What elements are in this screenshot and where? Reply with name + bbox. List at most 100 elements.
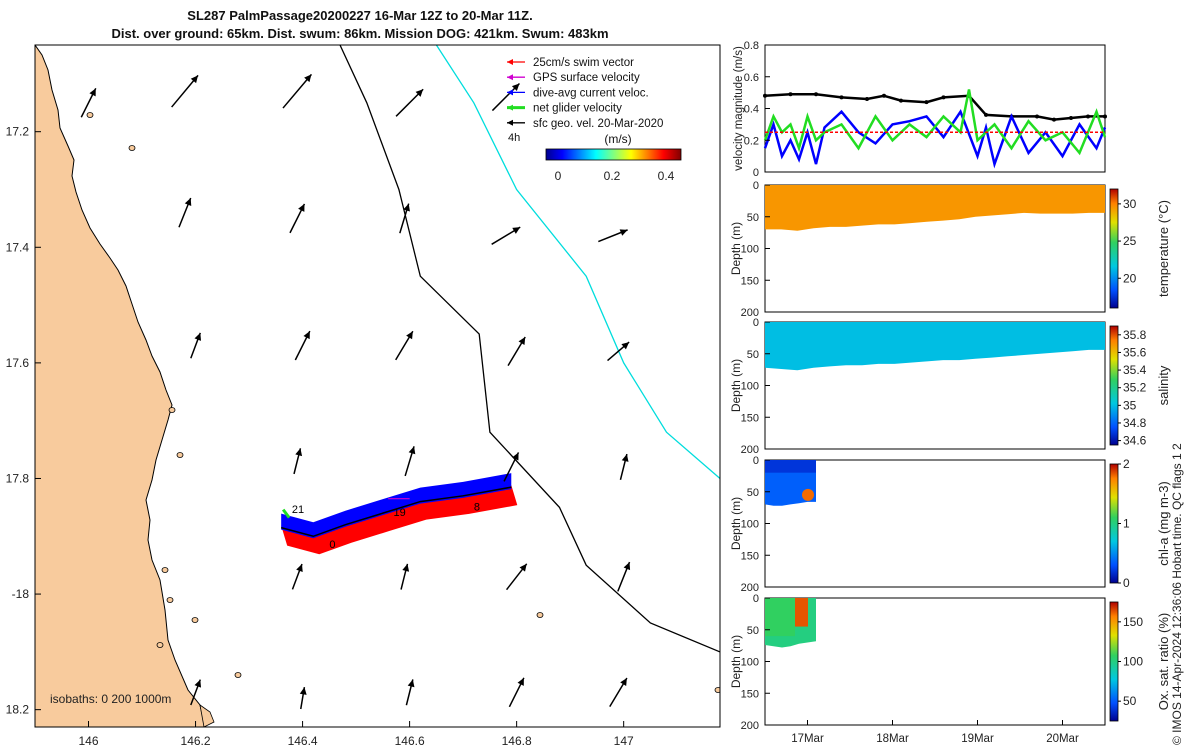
salinity-colorbar-tick-label: 35.6: [1123, 345, 1147, 359]
velocity-point: [1035, 114, 1039, 119]
geo-velocity-arrow: [399, 203, 410, 234]
legend-arrowhead: [507, 89, 513, 96]
map-legend: 25cm/s swim vector GPS surface velocity di…: [507, 57, 682, 183]
geo-velocity-arrow: [178, 197, 192, 228]
oxygen-ytick-label: 100: [741, 657, 759, 669]
geo-velocity-arrow: [299, 687, 307, 710]
legend-arrowhead: [507, 104, 513, 111]
arrow-head: [621, 342, 630, 350]
figure-title-line1: SL287 PalmPassage20200227 16-Mar 12Z to …: [187, 8, 533, 23]
current-vector-swath: [281, 473, 512, 539]
arrow-head: [406, 331, 413, 340]
arrow-head: [304, 74, 312, 83]
island: [128, 145, 136, 151]
isobath-legend-label: isobaths: 0 200 1000m: [50, 692, 171, 706]
map-ytick-label: 17.4: [6, 240, 30, 254]
oxygen-colorbar-tick-label: 150: [1123, 615, 1143, 629]
arrow-head: [512, 452, 519, 461]
island: [176, 452, 184, 458]
glider-track-line: [280, 486, 512, 538]
arrow-head: [403, 203, 410, 212]
velocity-point: [941, 95, 946, 100]
velocity-ytick-label: 0.2: [744, 135, 759, 147]
velocity-point: [1103, 114, 1107, 119]
legend-extra-label: 4h: [508, 132, 520, 144]
map-axes-box: [34, 44, 721, 728]
colorbar-unit-label: (m/s): [604, 132, 631, 146]
island: [166, 597, 174, 603]
legend-label: GPS surface velocity: [533, 72, 640, 84]
island: [536, 612, 544, 618]
geo-velocity-arrow: [282, 73, 313, 109]
time-xtick-label: 20Mar: [1046, 733, 1079, 745]
velocity-point: [984, 112, 988, 117]
salinity-data-field: [765, 322, 1105, 371]
arrow-head: [402, 563, 410, 572]
map-xtick-label: 146.4: [288, 734, 318, 748]
imos-footer-note: © IMOS 14-Apr-2024 12:36:06 Hobart time.…: [1170, 443, 1184, 745]
chla-surface-band: [765, 460, 816, 473]
oxygen-colorbar-label: Ox. sat. ratio (%): [1156, 613, 1171, 711]
chla-ytick-label: 200: [741, 582, 759, 594]
salinity-ytick-label: 150: [741, 412, 759, 424]
salinity-colorbar-tick-label: 35: [1123, 398, 1137, 412]
geo-velocity-arrow: [405, 679, 415, 706]
track-day-label: 21: [292, 504, 304, 516]
geo-velocity-arrow: [190, 332, 202, 359]
geo-velocity-arrow: [400, 563, 410, 590]
island: [168, 407, 176, 413]
arrow-head: [619, 229, 628, 236]
chla-colorbar-tick-label: 1: [1123, 517, 1130, 531]
arrow-head: [511, 83, 520, 92]
geo-velocity-arrow: [505, 563, 528, 591]
island: [234, 672, 242, 678]
legend-arrowhead: [507, 59, 513, 65]
temperature-colorbar-tick-label: 30: [1123, 197, 1137, 211]
geo-velocity-arrow: [395, 330, 414, 361]
salinity-colorbar-tick-label: 34.8: [1123, 416, 1147, 430]
arrow-head: [295, 448, 303, 457]
chla-colorbar-label: chl-a (mg m-3): [1156, 481, 1171, 566]
temperature-ylabel: Depth (m): [729, 222, 743, 275]
temperature-ytick-label: 0: [753, 180, 759, 192]
velocity-ytick-label: 0.8: [744, 40, 759, 52]
chla-ytick-label: 50: [747, 487, 759, 499]
temperature-panel: 0 50 100 150 200 Depth (m) 20 25 30 temperature (…: [729, 180, 1171, 319]
velocity-axes-box: [764, 44, 1106, 173]
arrow-shaft: [282, 73, 313, 109]
time-xtick-label: 17Mar: [791, 733, 824, 745]
arrow-head: [518, 337, 526, 346]
salinity-colorbar-label: salinity: [1156, 365, 1171, 405]
velocity-point: [763, 93, 767, 98]
island: [191, 617, 199, 623]
chla-ytick-label: 100: [741, 519, 759, 531]
arrow-head: [89, 88, 96, 97]
velocity-point: [924, 100, 929, 105]
salinity-ytick-label: 0: [753, 317, 759, 329]
map-xtick-label: 146: [79, 734, 99, 748]
temperature-colorbar: [1109, 188, 1119, 309]
map-ytick-label: 17.2: [6, 125, 30, 139]
salinity-panel: 0 50 100 150 200 Depth (m) 34.6 34.8 35 35.2 35.4 3…: [729, 317, 1171, 456]
oxygen-colorbar-tick-label: 50: [1123, 694, 1137, 708]
salinity-ytick-label: 50: [747, 349, 759, 361]
chla-colorbar-tick-label: 2: [1123, 457, 1130, 471]
arrow-head: [408, 446, 416, 455]
oxygen-ytick-label: 200: [741, 720, 759, 732]
arrow-head: [190, 75, 199, 84]
oxygen-ytick-label: 150: [741, 688, 759, 700]
chla-panel: 0 50 100 150 200 Depth (m) 0 1 2 chl-a (mg m-3): [729, 455, 1171, 594]
track-day-label: 8: [474, 501, 480, 513]
oxygen-axes-box: [764, 597, 1106, 726]
geo-velocity-arrow: [294, 330, 311, 361]
geo-velocity-arrow: [289, 203, 306, 234]
isobath-200m-line: [435, 45, 720, 479]
chla-ytick-label: 150: [741, 550, 759, 562]
arrow-head: [184, 197, 192, 206]
velocity-point: [1086, 114, 1090, 119]
geo-velocity-arrow: [171, 74, 199, 108]
colorbar-tick-label: 0.2: [604, 169, 621, 183]
oxygen-ytick-label: 50: [747, 625, 759, 637]
